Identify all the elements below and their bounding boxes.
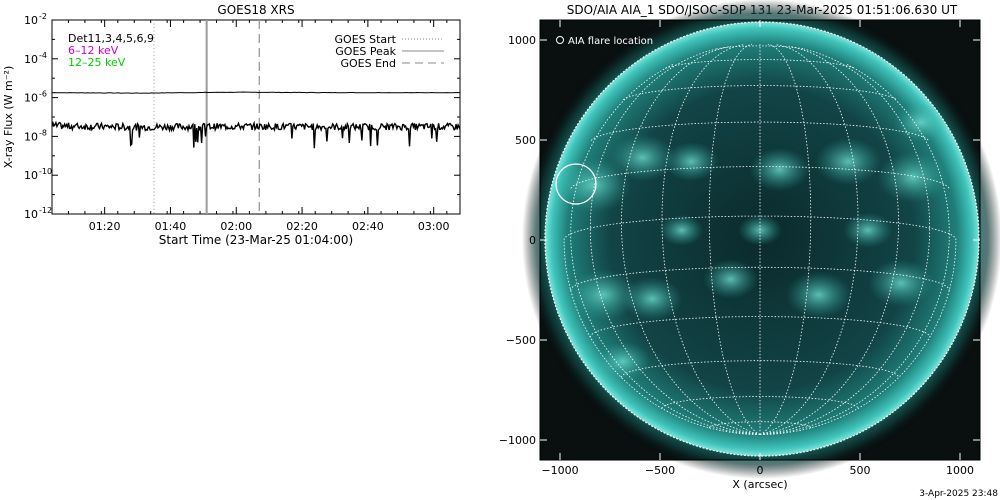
goes-xtick-label: 02:20 — [286, 220, 318, 233]
goes-ytick-label: 10 — [24, 14, 38, 27]
legend-goes-end-label: GOES End — [340, 57, 396, 70]
goes-ytick-label: 10 — [24, 53, 38, 66]
aia-panel: SDO/AIA AIA_1 SDO/JSOC-SDP 131 23-Mar-20… — [499, 0, 1000, 491]
goes-xtick-label: 01:40 — [155, 220, 187, 233]
aia-grid-parallel — [590, 121, 930, 141]
legend-goes-start-label: GOES Start — [335, 33, 397, 46]
goes-ytick-label: 10 — [24, 92, 38, 105]
aia-bright-region — [738, 214, 782, 246]
goes-legend-left: Det11,3,4,5,6,9 6–12 keV 12–25 keV — [68, 32, 154, 69]
aia-grid-meridian — [589, 48, 761, 435]
goes-ytick-exponent: -10 — [39, 167, 52, 176]
legend-12-25kev-label: 12–25 keV — [68, 56, 126, 69]
goes-series-upper-trace — [52, 91, 460, 94]
aia-grid-parallel — [661, 396, 859, 409]
footer-timestamp: 3-Apr-2025 23:48 — [919, 489, 998, 499]
aia-grid-parallel — [589, 316, 931, 338]
goes-series-noisy-trace — [52, 120, 460, 149]
aia-disk-texture — [554, 102, 949, 382]
legend-goes-peak-label: GOES Peak — [335, 45, 396, 58]
goes-xtick-label: 02:40 — [352, 220, 384, 233]
goes-ylabel: X-ray Flux (W m⁻²) — [2, 66, 15, 168]
aia-bright-region — [567, 269, 639, 321]
aia-bright-region — [595, 341, 651, 382]
aia-bright-region — [868, 259, 935, 307]
goes-ytick-label: 10 — [24, 208, 38, 221]
goes-ytick-exponent: -4 — [39, 51, 47, 60]
aia-legend-label: AIA flare location — [568, 36, 653, 47]
aia-bright-region — [703, 259, 759, 299]
aia-xtick-label: 0 — [757, 464, 764, 477]
aia-grid-meridian — [620, 45, 761, 435]
goes-ytick-exponent: -12 — [39, 206, 52, 215]
aia-ytick-label: −1000 — [499, 434, 536, 447]
aia-grid-meridian — [759, 63, 950, 435]
goes-xtick-label: 01:20 — [89, 220, 121, 233]
aia-limb-outline — [544, 21, 980, 457]
aia-bright-region — [877, 151, 949, 203]
aia-grid-meridian — [759, 45, 900, 435]
aia-xtick-label: −1000 — [541, 464, 578, 477]
aia-grid-meridian — [570, 63, 761, 435]
aia-ytick-label: 1000 — [508, 34, 536, 47]
aia-ytick-label: −500 — [506, 334, 536, 347]
goes-series — [52, 91, 460, 149]
aia-grid-meridian — [708, 43, 761, 435]
aia-grid-meridian — [759, 48, 931, 435]
goes-xlabel: Start Time (23-Mar-25 01:04:00) — [159, 233, 353, 247]
aia-ytick-label: 0 — [529, 234, 536, 247]
aia-bright-region — [785, 271, 852, 319]
goes-legend-right: GOES Start GOES Peak GOES End — [335, 33, 444, 70]
aia-grid-meridian — [759, 44, 859, 435]
aia-xtick-label: −500 — [645, 464, 675, 477]
aia-grid-parallel — [622, 85, 898, 101]
goes-ytick-exponent: -8 — [39, 128, 47, 137]
aia-grid-meridian — [661, 44, 761, 435]
aia-bright-region — [815, 138, 882, 186]
legend-det-label: Det11,3,4,5,6,9 — [68, 32, 154, 45]
aia-ytick-label: 500 — [515, 134, 536, 147]
goes-title: GOES18 XRS — [217, 3, 294, 17]
aia-xtick-label: 500 — [850, 464, 871, 477]
aia-grid-meridian — [759, 43, 812, 435]
aia-bright-region — [609, 134, 676, 182]
goes-x-axis: 01:20 01:40 02:00 02:20 02:40 03:00 — [51, 20, 450, 233]
aia-bright-region — [749, 147, 810, 191]
goes-ytick-label: 10 — [24, 169, 38, 182]
aia-bright-region — [659, 214, 704, 246]
goes-xtick-label: 03:00 — [418, 220, 450, 233]
aia-bright-region — [663, 142, 719, 182]
aia-legend-symbol — [556, 36, 564, 44]
aia-bright-region — [893, 102, 949, 142]
aia-flare-location-marker — [555, 163, 597, 205]
aia-grid-parallel — [708, 421, 812, 428]
aia-heliographic-grid — [563, 43, 957, 435]
aia-grid-parallel — [716, 45, 804, 50]
aia-x-axis: −1000 −500 0 500 1000 — [541, 20, 974, 477]
goes-ytick-exponent: -2 — [39, 12, 47, 21]
aia-xlabel: X (arcsec) — [732, 478, 787, 491]
aia-xtick-label: 1000 — [946, 464, 974, 477]
goes-event-markers — [153, 20, 260, 214]
aia-grid-parallel — [563, 215, 957, 241]
aia-bright-region — [622, 277, 683, 321]
aia-grid-parallel — [570, 166, 950, 189]
aia-bright-region — [554, 157, 632, 213]
legend-6-12kev-label: 6–12 keV — [68, 44, 119, 57]
aia-grid-parallel — [665, 59, 855, 69]
aia-y-axis: 1000 500 0 −500 −1000 — [499, 34, 980, 447]
goes-xtick-label: 02:00 — [220, 220, 252, 233]
goes-ytick-exponent: -6 — [39, 90, 47, 99]
aia-grid-parallel — [621, 360, 899, 378]
goes-ytick-label: 10 — [24, 130, 38, 143]
aia-bright-region — [843, 212, 893, 248]
